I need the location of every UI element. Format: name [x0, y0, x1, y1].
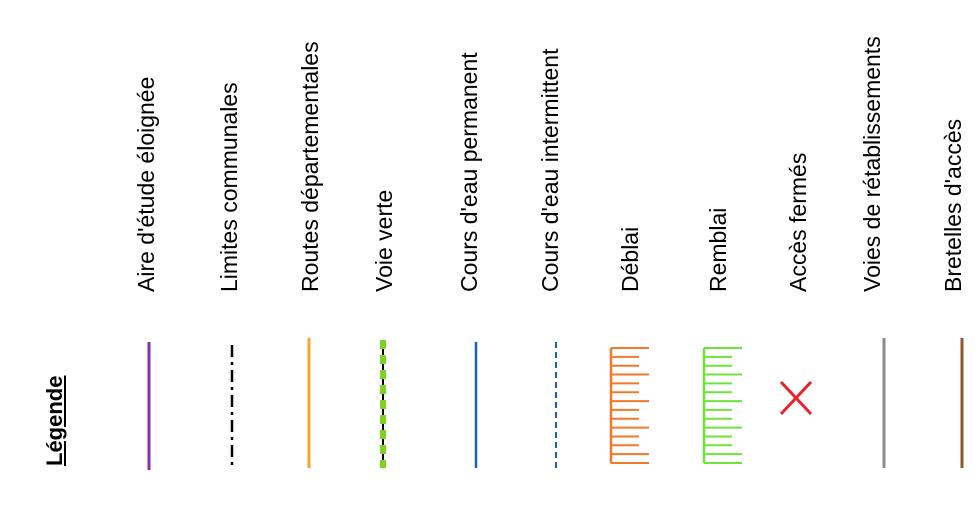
acces-fermes-cross-symbol [779, 380, 813, 416]
remblai-comb-symbol [702, 347, 742, 464]
deblai-comb-symbol [609, 347, 649, 464]
